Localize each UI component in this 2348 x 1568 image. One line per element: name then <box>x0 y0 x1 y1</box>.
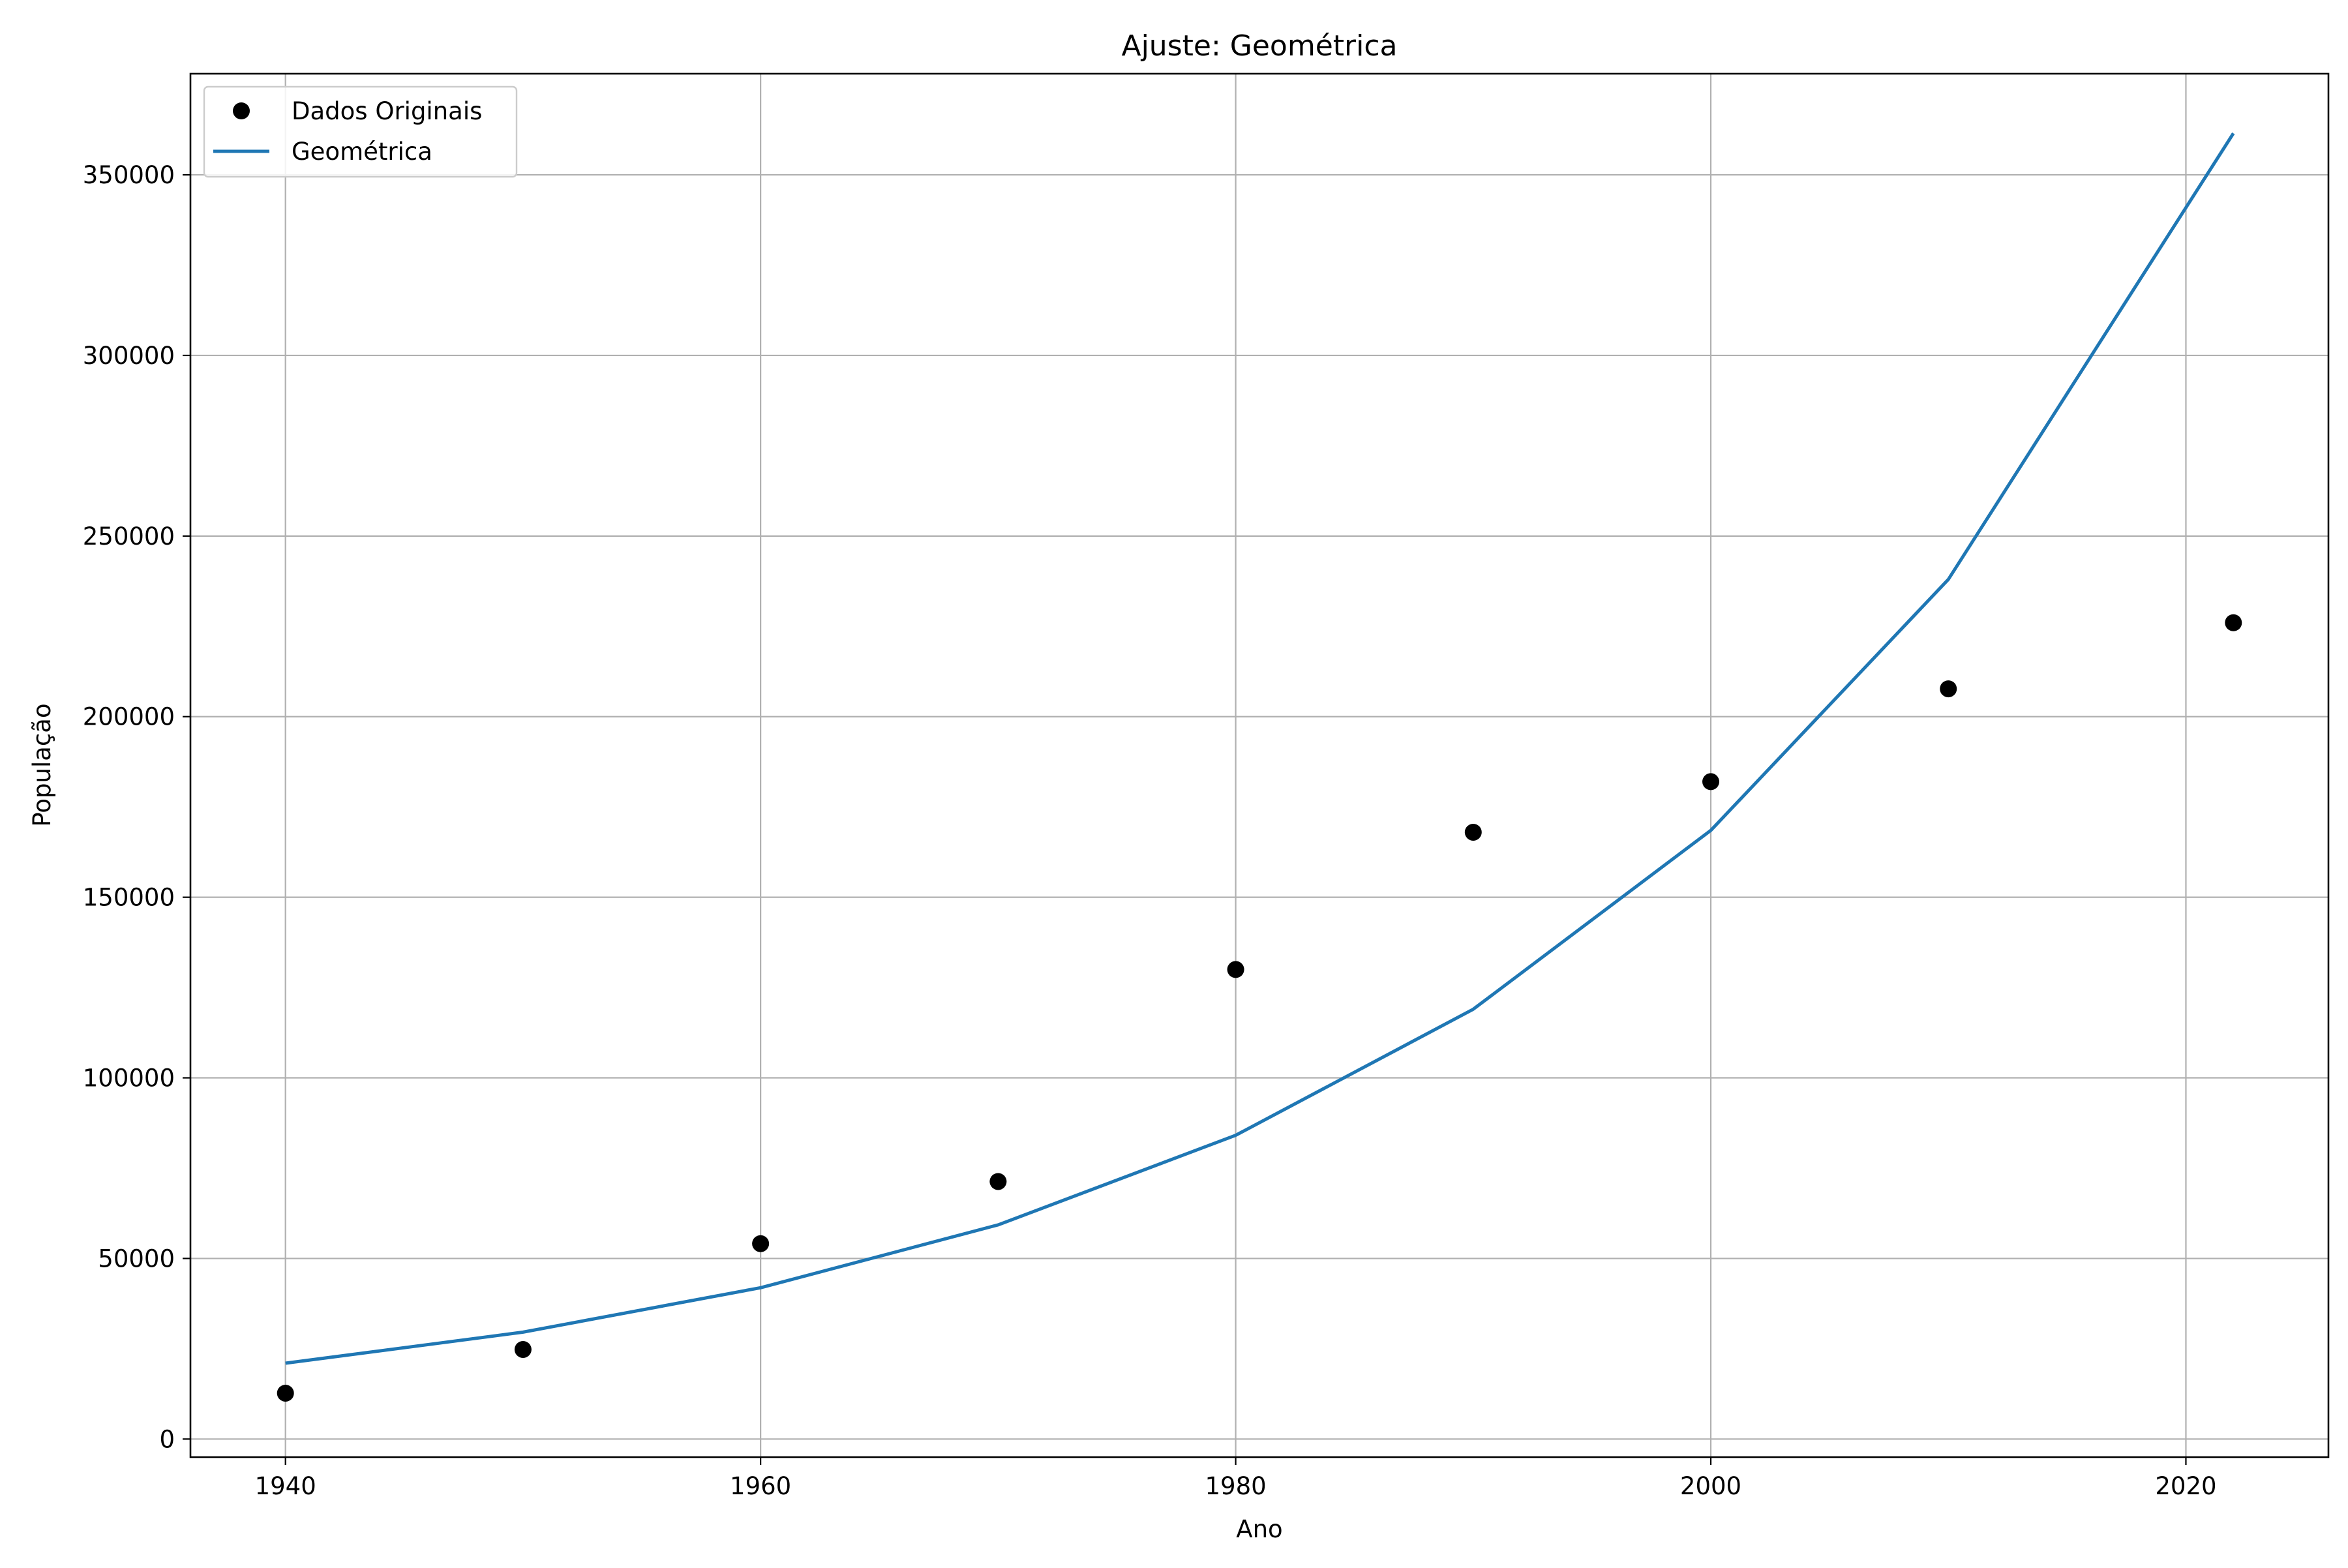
plot-area-frame <box>189 72 2330 1458</box>
data-point-2022 <box>2225 614 2242 631</box>
data-point-1950 <box>514 1340 532 1358</box>
y-tick-label: 50000 <box>98 1244 175 1273</box>
data-point-1990 <box>1464 823 1482 841</box>
data-point-2000 <box>1702 773 1720 791</box>
x-tick-label: 2020 <box>2155 1472 2216 1500</box>
legend-label-dados-originais: Dados Originais <box>292 97 482 125</box>
x-tick-label: 1960 <box>730 1472 791 1500</box>
y-axis-label: População <box>28 703 56 826</box>
y-tick-label: 300000 <box>83 342 175 370</box>
geometrica-fit-line <box>285 132 2235 1365</box>
x-tick-label: 1940 <box>255 1472 316 1500</box>
x-tick-label: 2000 <box>1680 1472 1741 1500</box>
axis-ticks: 1940 1960 1980 2000 2020 0 50000 100000 150000 20… <box>83 161 2217 1500</box>
y-tick-label: 350000 <box>83 161 175 189</box>
chart-title: Ajuste: Geométrica <box>1121 29 1397 63</box>
legend-box <box>203 85 518 178</box>
legend: Dados Originais Geométrica <box>203 85 518 178</box>
data-point-1970 <box>989 1173 1007 1190</box>
grid <box>190 74 2328 1457</box>
legend-label-geometrica: Geométrica <box>292 138 432 166</box>
y-tick-label: 100000 <box>83 1064 175 1093</box>
data-point-2010 <box>1940 680 1957 698</box>
y-tick-label: 150000 <box>83 884 175 912</box>
y-tick-label: 200000 <box>83 703 175 731</box>
y-tick-label: 0 <box>159 1425 175 1453</box>
legend-marker-dados-originais <box>233 102 250 119</box>
data-series <box>277 132 2242 1402</box>
data-point-1960 <box>752 1235 770 1252</box>
data-point-1940 <box>277 1384 294 1402</box>
y-tick-label: 250000 <box>83 522 175 550</box>
x-axis-label: Ano <box>1236 1515 1282 1543</box>
x-tick-label: 1980 <box>1205 1472 1266 1500</box>
data-point-1980 <box>1227 961 1244 978</box>
